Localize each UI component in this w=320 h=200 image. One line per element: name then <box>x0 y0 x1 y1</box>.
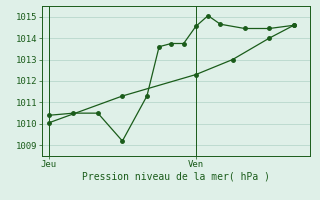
X-axis label: Pression niveau de la mer( hPa ): Pression niveau de la mer( hPa ) <box>82 172 270 182</box>
